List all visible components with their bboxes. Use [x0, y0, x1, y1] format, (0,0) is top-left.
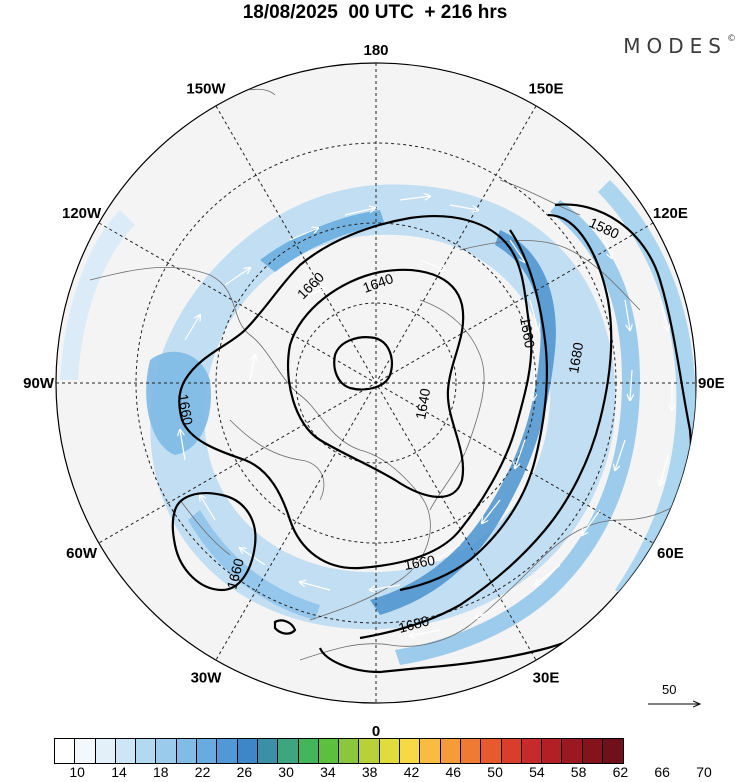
contour-label: 1680 — [565, 341, 586, 375]
longitude-label: 150E — [528, 81, 563, 98]
colorbar-label: 50 — [487, 764, 503, 780]
contour-1680-inner — [359, 213, 613, 640]
graticule — [56, 63, 696, 703]
colorbar-swatch — [501, 739, 522, 763]
wind-scale-arrow — [648, 682, 706, 722]
contour-1660 — [178, 215, 533, 570]
map-title: 18/08/2025 00 UTC + 216 hrs — [242, 2, 508, 23]
colorbar-swatch — [156, 739, 177, 763]
longitude-labels: 180 150E 120E 90E 60E 30E 0 30W 60W 90W 120W 150W — [23, 42, 725, 740]
longitude-label: 30W — [191, 669, 223, 686]
colorbar-label: 66 — [654, 764, 670, 780]
colorbar-swatch — [115, 739, 137, 763]
colorbar-swatch — [75, 739, 96, 763]
colorbar-swatch — [562, 739, 583, 763]
wind-arrows — [180, 196, 672, 636]
colorbar-swatch — [420, 739, 441, 763]
colorbar-swatch — [379, 739, 401, 763]
longitude-label: 180 — [363, 42, 388, 59]
colorbar-label: 46 — [445, 764, 462, 780]
colorbar-swatch — [55, 739, 76, 763]
colorbar-swatch — [318, 739, 340, 763]
colorbar-label: 54 — [529, 764, 545, 780]
colorbar-swatch — [257, 739, 279, 763]
colorbar-label: 42 — [403, 764, 420, 780]
longitude-label: 150W — [186, 81, 226, 98]
colorbar-swatch — [237, 739, 258, 763]
longitude-label: 120W — [62, 205, 102, 222]
colorbar-swatch — [481, 739, 502, 763]
colorbar-label: 70 — [696, 764, 712, 780]
height-contours — [171, 203, 693, 674]
colorbar-label: 22 — [194, 764, 211, 780]
colorbar-label: 34 — [320, 764, 336, 780]
colorbar-label: 58 — [570, 764, 587, 780]
colorbar-label: 26 — [236, 764, 253, 780]
colorbar-swatch — [582, 739, 604, 763]
contour-label: 1660 — [403, 552, 437, 573]
colorbar-label: 38 — [361, 764, 378, 780]
colorbar-label: 14 — [111, 764, 127, 780]
colorbar-swatch — [278, 739, 299, 763]
contour-label: 1680 — [397, 612, 431, 636]
colorbar-labels: 10 14 18 22 26 30 34 38 42 46 50 54 58 62 66 70 — [54, 764, 711, 782]
colorbar-swatch — [400, 739, 421, 763]
copyright-mark: © — [727, 34, 736, 44]
colorbar-swatch — [217, 739, 238, 763]
longitude-label: 90W — [23, 375, 55, 392]
wind-scale-label: 50 — [662, 682, 677, 697]
colorbar-swatch — [521, 739, 543, 763]
colorbar-swatch — [298, 739, 319, 763]
colorbar-swatch — [197, 739, 218, 763]
colorbar-swatch — [460, 739, 482, 763]
colorbar-swatch — [542, 739, 563, 763]
colorbar-swatch — [440, 739, 461, 763]
contour-small-loop — [273, 619, 297, 635]
colorbar-swatch — [136, 739, 157, 763]
colorbar — [54, 738, 625, 764]
colorbar-swatch — [603, 739, 624, 763]
longitude-label: 120E — [653, 205, 688, 222]
colorbar-swatch — [339, 739, 360, 763]
contour-1640 — [286, 268, 465, 498]
longitude-label: 30E — [533, 669, 560, 686]
colorbar-swatch — [176, 739, 198, 763]
colorbar-label: 18 — [153, 764, 169, 780]
colorbar-label: 62 — [612, 764, 629, 780]
contour-label: 1660 — [223, 556, 247, 590]
contour-1660-cutoff — [171, 492, 257, 592]
contour-label: 1660 — [517, 316, 538, 350]
contour-low-center — [333, 336, 393, 391]
colorbar-label: 10 — [69, 764, 85, 780]
colorbar-swatch — [95, 739, 116, 763]
longitude-label: 0 — [372, 723, 380, 740]
longitude-label: 90E — [698, 375, 725, 392]
longitude-label: 60W — [66, 545, 98, 562]
contour-label: 1660 — [175, 393, 196, 427]
contour-label: 1640 — [412, 387, 433, 421]
polar-map: 1580 1640 1660 1640 1660 1660 1660 1660 … — [23, 42, 725, 740]
contour-1660-east — [399, 229, 549, 592]
brand-logo: MODES© — [623, 34, 736, 58]
colorbar-label: 30 — [278, 764, 294, 780]
colorbar-swatch — [359, 739, 380, 763]
coastlines — [89, 88, 696, 661]
brand-text: MODES — [623, 34, 727, 58]
longitude-label: 60E — [657, 545, 684, 562]
